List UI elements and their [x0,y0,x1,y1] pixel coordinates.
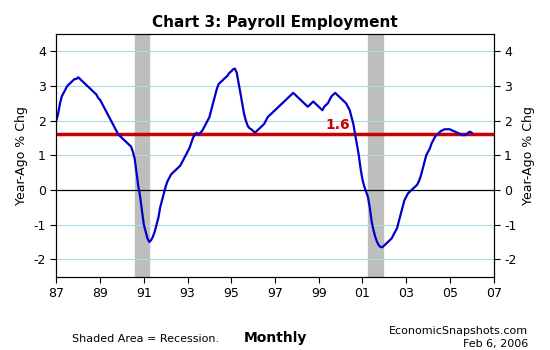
Bar [368,34,382,276]
Text: EconomicSnapshots.com: EconomicSnapshots.com [389,326,528,336]
Y-axis label: Year-Ago % Chg: Year-Ago % Chg [522,106,535,205]
Text: Shaded Area = Recession.: Shaded Area = Recession. [72,335,219,344]
Text: Monthly: Monthly [243,331,307,345]
Text: 1.6: 1.6 [325,118,350,132]
Text: Feb 6, 2006: Feb 6, 2006 [463,339,528,349]
Bar [135,34,149,276]
Y-axis label: Year-Ago % Chg: Year-Ago % Chg [15,106,28,205]
Title: Chart 3: Payroll Employment: Chart 3: Payroll Employment [152,15,398,30]
